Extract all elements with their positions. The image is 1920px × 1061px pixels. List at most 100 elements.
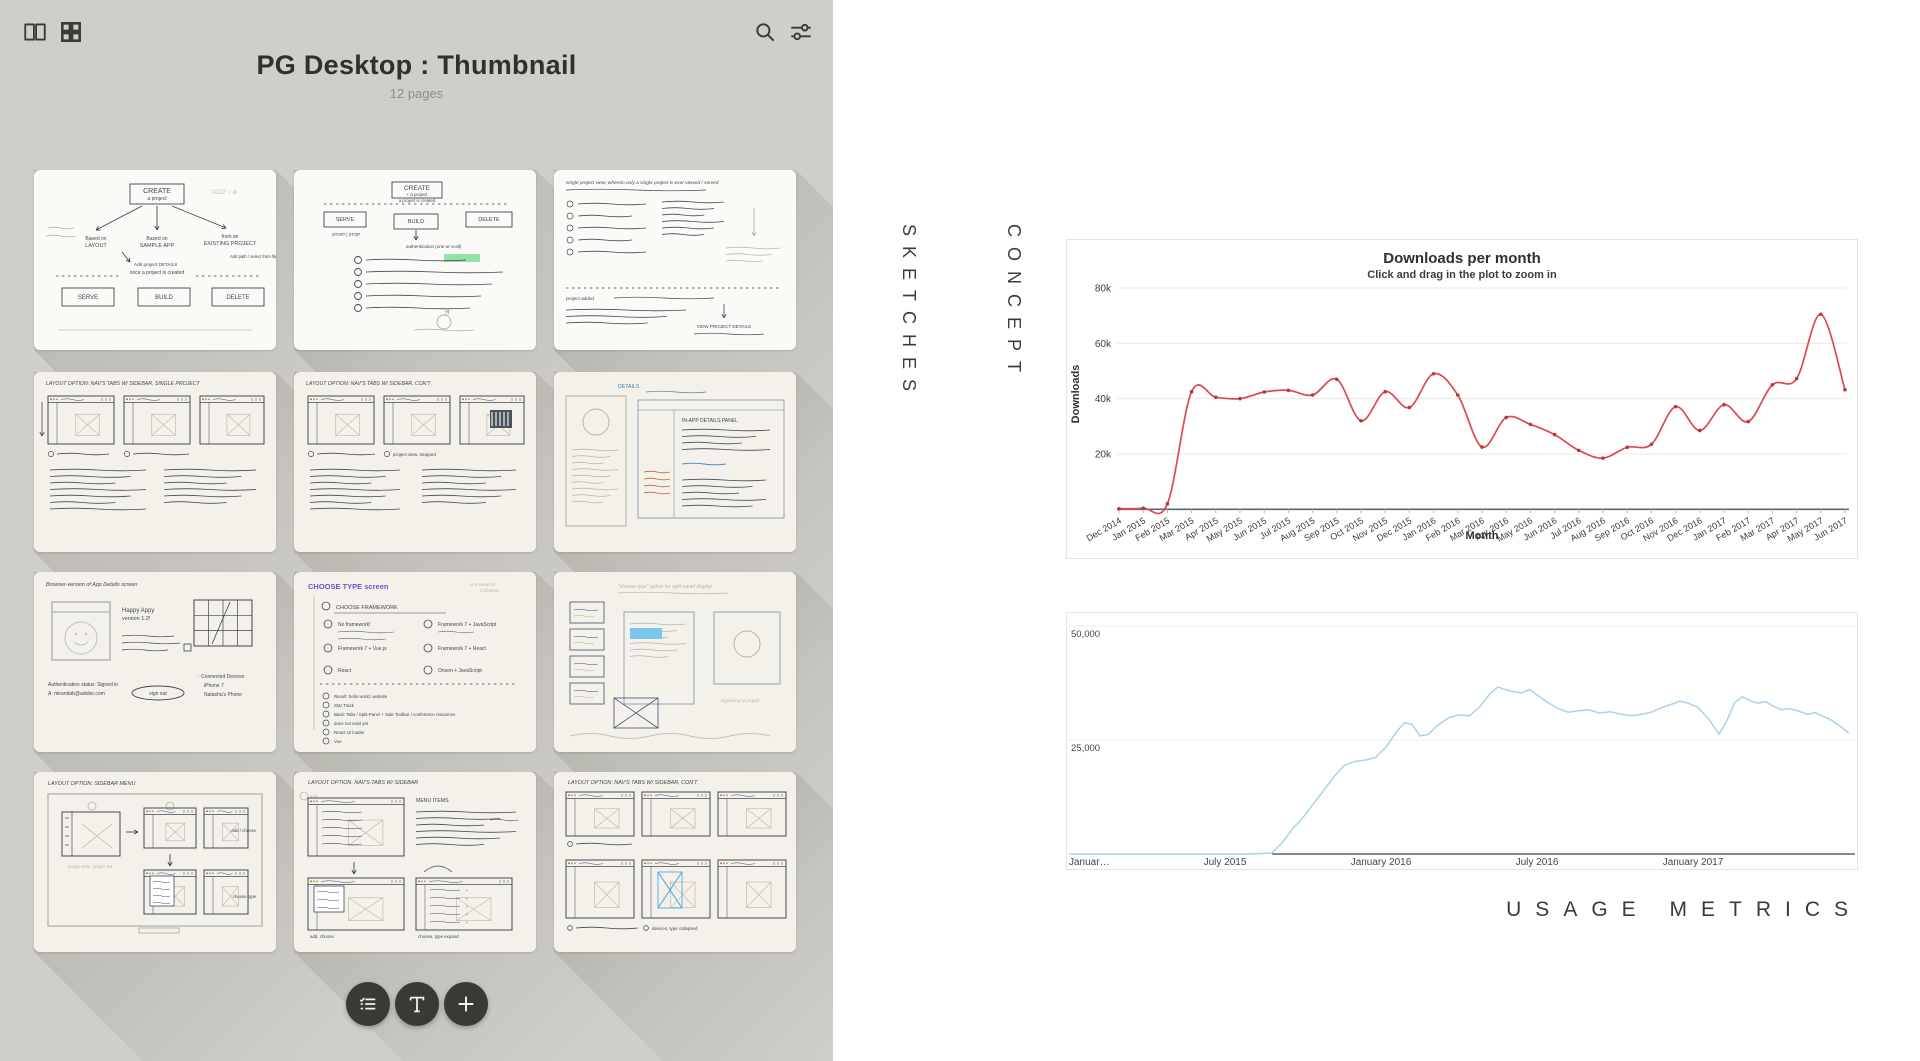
list-check-icon	[359, 997, 376, 1010]
svg-text:+ a project: + a project	[406, 192, 428, 197]
svg-text:DELETE: DELETE	[478, 217, 500, 223]
svg-text:Star Track: Star Track	[334, 703, 355, 708]
search-icon[interactable]	[752, 19, 778, 45]
svg-text:›: ›	[466, 904, 468, 910]
svg-text:Add path / select from filesys: Add path / select from filesystem	[230, 254, 276, 259]
svg-text:CREATE: CREATE	[143, 188, 171, 195]
svg-text:"ADD" / ⊕: "ADD" / ⊕	[210, 190, 238, 196]
svg-text:25,000: 25,000	[1071, 743, 1100, 754]
thumbnail-page-2[interactable]: CREATE + a project a project is created SER…	[294, 170, 536, 350]
svg-text:does not exist yet: does not exist yet	[334, 721, 369, 726]
svg-text:DETAILS: DETAILS	[618, 384, 640, 390]
svg-text:Based on: Based on	[146, 236, 167, 242]
svg-text:a project: a project	[147, 196, 167, 202]
svg-text:Januar…: Januar…	[1069, 857, 1110, 868]
text-tool-button[interactable]	[395, 982, 439, 1026]
thumbnail-page-3[interactable]: single project view; wherein only a sing…	[554, 170, 796, 350]
svg-text:January 2017: January 2017	[1663, 857, 1724, 868]
svg-text:DELETE: DELETE	[226, 295, 249, 301]
svg-text:›: ›	[466, 888, 468, 894]
svg-text:single project view; wherein o: single project view; wherein only a sing…	[566, 180, 719, 186]
svg-text:Happy Appy: Happy Appy	[122, 608, 154, 614]
svg-text:choose, type expand: choose, type expand	[418, 934, 459, 939]
svg-text:from an: from an	[222, 234, 239, 240]
thumbnail-page-6[interactable]: DETAILS IN-APP DETAILS PANEL	[554, 372, 796, 552]
svg-text:Authentication status: Signed: Authentication status: Signed in	[48, 682, 118, 688]
svg-text:80k: 80k	[1095, 283, 1112, 294]
svg-text:VIEW PROJECT DETAILS: VIEW PROJECT DETAILS	[697, 324, 751, 329]
svg-text:January 2016: January 2016	[1351, 857, 1412, 868]
svg-text:React: React	[338, 668, 352, 674]
svg-text:Framework 7 + JavaScript: Framework 7 + JavaScript	[438, 622, 497, 628]
svg-text:MENU ITEMS: MENU ITEMS	[416, 798, 449, 804]
thumbnail-page-4[interactable]: LAYOUT OPTION: NAV'S TABS W/ SIDEBAR, SI…	[34, 372, 276, 552]
thumbnail-page-9[interactable]: "choose type" option for split-panel dis…	[554, 572, 796, 752]
thumbnail-page-11[interactable]: LAYOUT OPTION: NAV'S TABS W/ SIDEBAR add M…	[294, 772, 536, 952]
svg-text:React UI loader: React UI loader	[334, 730, 365, 735]
svg-text:version 1.2!: version 1.2!	[122, 616, 151, 622]
svg-text:BUILD: BUILD	[155, 295, 173, 301]
svg-text:Onsen + JavaScript: Onsen + JavaScript	[438, 668, 482, 674]
svg-text:Basic Tabs / Split-Panel + Sid: Basic Tabs / Split-Panel + Side Toolbar …	[334, 712, 456, 717]
svg-text:"choose type" option for split: "choose type" option for split-panel dis…	[618, 584, 712, 590]
svg-text:Based on: Based on	[85, 236, 106, 242]
svg-text:or instead of: or instead of	[470, 582, 496, 587]
book-open-icon[interactable]	[22, 19, 48, 45]
svg-text:50,000: 50,000	[1071, 629, 1100, 640]
svg-text:July 2016: July 2016	[1516, 857, 1559, 868]
thumbnail-page-12[interactable]: LAYOUT OPTION: NAV'S TABS W/ SIDEBAR, CO…	[554, 772, 796, 952]
svg-text:LAYOUT OPTION: NAV'S TABS W/ S: LAYOUT OPTION: NAV'S TABS W/ SIDEBAR, CO…	[306, 381, 431, 387]
grid-view-icon[interactable]	[58, 19, 84, 45]
thumbnail-page-8[interactable]: CHOOSE TYPE screen or instead of 2 choices…	[294, 572, 536, 752]
thumbnail-page-7[interactable]: Browser-version of App Details screen Hap…	[34, 572, 276, 752]
svg-text:project view, stopped: project view, stopped	[393, 452, 436, 457]
svg-text:START | STOP: START | STOP	[332, 232, 360, 237]
svg-text:LAYOUT OPTION: SIDEBAR MENU: LAYOUT OPTION: SIDEBAR MENU	[48, 781, 135, 787]
thumbnail-page-10[interactable]: LAYOUT OPTION: SIDEBAR MENU add / choose c…	[34, 772, 276, 952]
svg-text:devices, type collapsed: devices, type collapsed	[652, 926, 698, 931]
svg-text:LAYOUT: LAYOUT	[85, 243, 107, 249]
add-page-button[interactable]	[444, 982, 488, 1026]
downloads-per-month-chart[interactable]: Downloads per month Click and drag in th…	[1066, 239, 1858, 559]
svg-text:SAMPLE APP: SAMPLE APP	[140, 243, 175, 249]
svg-text:CHOOSE TYPE screen: CHOOSE TYPE screen	[308, 582, 389, 591]
svg-text:EXISTING PROJECT: EXISTING PROJECT	[204, 241, 258, 247]
chart-subtitle: Click and drag in the plot to zoom in	[1367, 269, 1557, 281]
total-downloads-chart[interactable]: 25,000 50,000 Januar… July 2015 January 2016…	[1066, 612, 1858, 870]
svg-text:LAYOUT OPTION: NAV'S TABS W/ S: LAYOUT OPTION: NAV'S TABS W/ SIDEBAR	[308, 780, 418, 786]
svg-text:CREATE: CREATE	[404, 185, 431, 192]
svg-text:LAYOUT OPTION: NAV'S TABS W/ S: LAYOUT OPTION: NAV'S TABS W/ SIDEBAR, CO…	[568, 780, 698, 786]
svg-text:a project is created: a project is created	[399, 198, 436, 203]
svg-text:July 2015: July 2015	[1204, 857, 1247, 868]
svg-text:20k: 20k	[1095, 449, 1112, 460]
thumbnail-page-5[interactable]: LAYOUT OPTION: NAV'S TABS W/ SIDEBAR, CO…	[294, 372, 536, 552]
svg-text:once a project is created: once a project is created	[130, 270, 185, 276]
page-title: PG Desktop : Thumbnail	[256, 50, 577, 80]
svg-text:SERVE: SERVE	[78, 295, 98, 301]
svg-text:BUILD: BUILD	[408, 219, 424, 225]
thumbnail-page-1[interactable]: "ADD" / ⊕ CREATE a project Based on LAYOUT Ba…	[34, 170, 276, 350]
x-axis-label: Month	[1465, 530, 1499, 542]
svg-text:authentication (one-or-a-all): authentication (one-or-a-all)	[406, 244, 462, 249]
svg-text:Browser-version of App Details: Browser-version of App Details screen	[46, 582, 137, 588]
svg-text:project added: project added	[566, 296, 594, 301]
svg-text:organizing w/ project: organizing w/ project	[721, 698, 760, 703]
outline-list-button[interactable]	[346, 982, 390, 1026]
svg-text:Vue: Vue	[334, 739, 342, 744]
thumbnail-panel: "ADD" / ⊕ CREATE a project Based on LAYOUT Ba…	[0, 0, 833, 1061]
svg-text:Natasha's Phone: Natasha's Phone	[204, 692, 242, 698]
svg-text:LAYOUT OPTION: NAV'S TABS W/ S: LAYOUT OPTION: NAV'S TABS W/ SIDEBAR, SI…	[46, 381, 200, 387]
svg-text:›: ›	[466, 896, 468, 902]
svg-text:60k: 60k	[1095, 339, 1112, 350]
svg-text:A. mirandab@adobe.com: A. mirandab@adobe.com	[48, 691, 105, 697]
svg-text:add / choose: add / choose	[231, 828, 256, 833]
svg-text:· Connected Devices: · Connected Devices	[198, 674, 245, 680]
filter-sliders-icon[interactable]	[788, 19, 814, 45]
svg-text:SERVE: SERVE	[336, 217, 355, 223]
chart-title: Downloads per month	[1383, 250, 1541, 267]
svg-text:›: ›	[466, 912, 468, 918]
svg-text:choose type: choose type	[233, 894, 257, 899]
svg-text:add: add	[310, 794, 318, 799]
svg-text:Result: hello world, website: Result: hello world, website	[334, 694, 388, 699]
